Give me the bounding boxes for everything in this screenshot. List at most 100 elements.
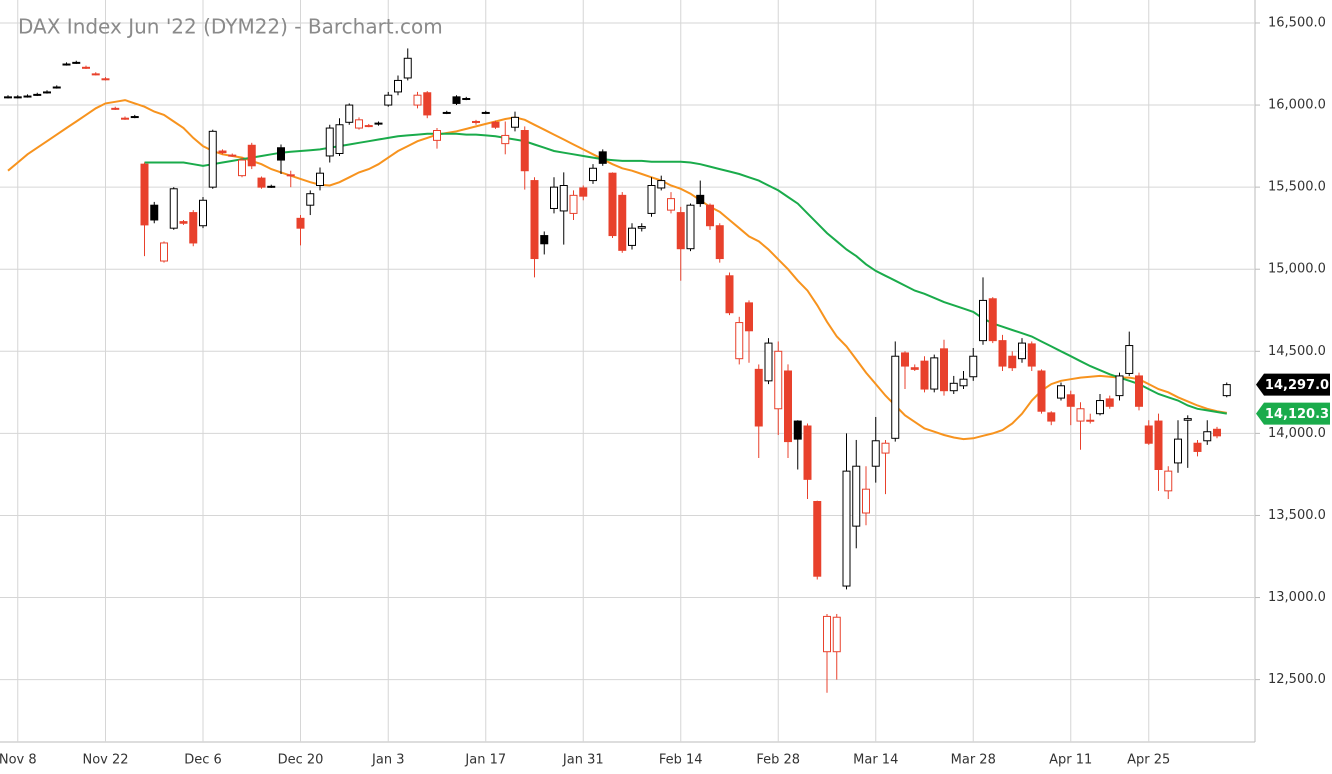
candle-body — [150, 204, 159, 221]
candle-body — [764, 342, 773, 382]
candle-body — [686, 204, 695, 250]
candle-body — [745, 302, 753, 332]
candle-body — [930, 357, 939, 390]
x-tick-label: Dec 20 — [278, 753, 324, 768]
candle-body — [160, 242, 168, 262]
candle-body — [335, 124, 344, 154]
candle-body — [208, 130, 217, 188]
candle-body — [1125, 345, 1134, 374]
candle-body — [608, 172, 617, 237]
candle-body — [179, 221, 188, 224]
price-marker-label: 14,120.3 — [1265, 407, 1329, 422]
candle-body — [1144, 425, 1153, 444]
chart-title: DAX Index Jun '22 (DYM22) - Barchart.com — [18, 15, 443, 39]
candle-body — [823, 615, 831, 653]
candle-body — [1154, 420, 1163, 470]
candle-body — [628, 227, 636, 246]
candle-body — [374, 122, 383, 125]
candle-body — [1018, 342, 1026, 360]
candle-body — [1096, 400, 1104, 415]
candle-body — [33, 93, 42, 96]
candle-body — [871, 440, 880, 467]
candle-body — [520, 130, 529, 172]
candle-body — [1086, 419, 1095, 422]
price-marker-label: 14,297.0 — [1265, 378, 1329, 393]
y-tick-label: 13,500.0 — [1268, 508, 1326, 523]
candle-body — [462, 97, 471, 100]
candle-body — [296, 217, 305, 229]
candle-body — [355, 119, 363, 129]
candle-body — [598, 151, 607, 164]
x-tick-label: Feb 28 — [756, 753, 800, 768]
candle-body — [1164, 470, 1173, 492]
candle-body — [901, 352, 909, 367]
candle-body — [491, 121, 500, 128]
candle-body — [569, 194, 578, 214]
candle-body — [1203, 431, 1212, 442]
candle-body — [442, 111, 451, 114]
candle-body — [852, 465, 861, 527]
x-tick-label: Jan 31 — [562, 753, 604, 768]
candle-body — [257, 177, 266, 188]
candle-body — [247, 144, 256, 167]
y-tick-label: 14,500.0 — [1268, 344, 1326, 359]
candle-body — [394, 79, 402, 93]
candle-body — [345, 104, 354, 123]
candle-body — [1027, 343, 1036, 367]
candle-body — [579, 187, 588, 197]
x-tick-label: Dec 6 — [184, 753, 222, 768]
candle-body — [199, 199, 207, 227]
candle-body — [1076, 408, 1085, 422]
candle-body — [774, 350, 783, 410]
candle-body — [238, 159, 246, 177]
candle-body — [725, 275, 734, 314]
candle-body — [1135, 375, 1143, 407]
candle-body — [169, 188, 178, 229]
candle-body — [793, 420, 802, 440]
x-tick-label: Mar 14 — [853, 753, 898, 768]
candle-body — [189, 212, 198, 244]
candle-body — [559, 185, 568, 212]
candle-body — [62, 63, 71, 66]
y-tick-label: 14,000.0 — [1268, 426, 1326, 441]
candle-body — [101, 78, 110, 81]
candle-body — [316, 172, 324, 186]
candle-body — [52, 86, 61, 89]
x-tick-label: Nov 22 — [82, 753, 128, 768]
x-tick-label: Mar 28 — [951, 753, 996, 768]
candle-body — [696, 194, 705, 205]
candle-body — [1183, 418, 1192, 421]
candle-body — [667, 198, 675, 211]
candle-body — [43, 91, 51, 94]
candle-body — [1115, 375, 1124, 397]
candle-body — [715, 225, 724, 260]
candle-body — [618, 194, 627, 251]
candle-body — [940, 348, 948, 392]
candle-body — [481, 111, 490, 114]
candle-body — [735, 322, 744, 360]
candle-body — [130, 116, 139, 119]
candle-body — [501, 134, 510, 145]
candle-body — [1057, 385, 1065, 399]
candle-body — [91, 73, 100, 76]
candle-body — [384, 94, 393, 106]
price-marker — [1256, 373, 1330, 396]
candle-body — [23, 95, 32, 98]
y-tick-label: 15,000.0 — [1268, 262, 1326, 277]
candle-body — [1222, 384, 1231, 397]
candle-body — [910, 367, 919, 370]
candle-body — [13, 96, 22, 99]
candle-body — [306, 193, 315, 206]
candle-body — [228, 154, 237, 157]
candle-body — [862, 488, 870, 514]
candle-body — [111, 107, 120, 110]
candle-body — [988, 298, 997, 342]
candle-body — [277, 147, 285, 161]
y-tick-label: 12,500.0 — [1268, 672, 1326, 687]
candle-body — [550, 186, 558, 209]
x-tick-label: Apr 11 — [1049, 753, 1092, 768]
candle-body — [472, 120, 480, 123]
y-tick-label: 16,000.0 — [1268, 98, 1326, 113]
y-tick-label: 16,500.0 — [1268, 15, 1326, 30]
